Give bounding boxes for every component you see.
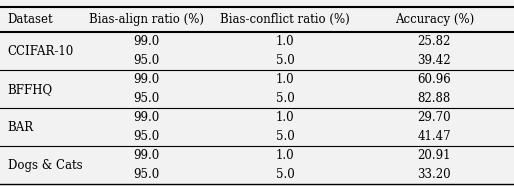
Text: 95.0: 95.0: [133, 92, 160, 105]
Text: 39.42: 39.42: [417, 54, 451, 67]
Text: 60.96: 60.96: [417, 73, 451, 86]
Text: 95.0: 95.0: [133, 54, 160, 67]
Text: 25.82: 25.82: [418, 35, 451, 48]
Text: 1.0: 1.0: [276, 111, 295, 124]
Text: 99.0: 99.0: [133, 149, 160, 162]
Text: 1.0: 1.0: [276, 73, 295, 86]
Text: 99.0: 99.0: [133, 35, 160, 48]
Text: 5.0: 5.0: [276, 130, 295, 143]
Text: 5.0: 5.0: [276, 168, 295, 181]
Text: 5.0: 5.0: [276, 92, 295, 105]
Text: Dataset: Dataset: [8, 13, 53, 26]
Text: 1.0: 1.0: [276, 35, 295, 48]
Text: 1.0: 1.0: [276, 149, 295, 162]
Text: BAR: BAR: [8, 121, 34, 134]
Text: Accuracy (%): Accuracy (%): [395, 13, 474, 26]
Text: 29.70: 29.70: [417, 111, 451, 124]
Text: 82.88: 82.88: [418, 92, 451, 105]
Text: 99.0: 99.0: [133, 73, 160, 86]
Text: Dogs & Cats: Dogs & Cats: [8, 159, 82, 172]
Text: 95.0: 95.0: [133, 168, 160, 181]
Text: BFFHQ: BFFHQ: [8, 83, 53, 96]
Text: 41.47: 41.47: [417, 130, 451, 143]
Text: Bias-conflict ratio (%): Bias-conflict ratio (%): [221, 13, 350, 26]
Text: 5.0: 5.0: [276, 54, 295, 67]
Text: 95.0: 95.0: [133, 130, 160, 143]
Text: CCIFAR-10: CCIFAR-10: [8, 45, 74, 58]
Text: 33.20: 33.20: [417, 168, 451, 181]
Text: 20.91: 20.91: [417, 149, 451, 162]
Text: Bias-align ratio (%): Bias-align ratio (%): [89, 13, 204, 26]
Text: 99.0: 99.0: [133, 111, 160, 124]
